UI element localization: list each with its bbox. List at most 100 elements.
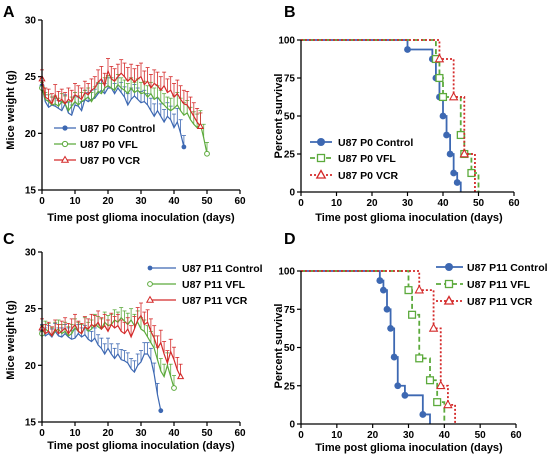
panel-c-letter: C bbox=[3, 231, 15, 248]
legend-item-c-vcr: U87 P11 VCR bbox=[145, 295, 248, 307]
panel-a-y-axis-title: Mice weight (g) bbox=[5, 70, 17, 150]
data-point bbox=[425, 376, 435, 385]
legend-marker bbox=[147, 281, 153, 287]
data-point bbox=[453, 179, 461, 186]
panel-b-x-tick-label: 0 bbox=[298, 198, 304, 209]
panel-b-ticks: 0 10 20 30 40 50 60 0 25 50 75 100 bbox=[278, 36, 520, 210]
panel-d-x-tick-label: 20 bbox=[367, 430, 379, 441]
panel-a-plot-area bbox=[38, 58, 210, 157]
data-point bbox=[438, 92, 448, 102]
data-point bbox=[196, 122, 205, 130]
panel-a-y-tick-label: 15 bbox=[25, 186, 37, 197]
panel-d-y-tick-label: 75 bbox=[284, 305, 296, 316]
data-point bbox=[376, 277, 384, 284]
legend-item-c-control: U87 P11 Control bbox=[147, 263, 263, 275]
data-point bbox=[414, 284, 425, 294]
series-line-u87-p0-vcr bbox=[41, 69, 201, 127]
legend-label: U87 P11 VCR bbox=[467, 296, 533, 308]
data-point bbox=[450, 169, 458, 177]
panel-c-x-tick-label: 60 bbox=[234, 428, 246, 439]
data-point bbox=[443, 131, 450, 139]
legend-marker bbox=[62, 125, 68, 131]
legend-marker bbox=[443, 295, 455, 305]
data-point bbox=[446, 150, 454, 158]
data-point bbox=[428, 322, 439, 332]
panel-b-y-tick-label: 0 bbox=[289, 188, 295, 199]
panel-a-x-tick-label: 10 bbox=[69, 196, 81, 207]
data-point bbox=[181, 144, 187, 150]
legend-marker bbox=[317, 138, 325, 146]
panel-c: C Mice weight (g) Time post glioma inocu… bbox=[3, 231, 263, 452]
panel-a-y-tick-label: 20 bbox=[25, 129, 37, 140]
legend-label: U87 P11 Control bbox=[182, 263, 263, 275]
panel-c-plot-area bbox=[38, 302, 185, 414]
panel-d-x-tick-label: 60 bbox=[510, 430, 522, 441]
series-line-u87-p11-control bbox=[301, 270, 431, 424]
panel-a-x-tick-label: 0 bbox=[39, 196, 45, 207]
legend-marker bbox=[60, 155, 70, 163]
panel-b-x-tick-label: 30 bbox=[402, 198, 414, 209]
legend-label: U87 P11 VFL bbox=[467, 279, 531, 291]
panel-a-x-tick-label: 60 bbox=[234, 196, 246, 207]
panel-d-ticks: 0 10 20 30 40 50 60 0 25 50 75 100 bbox=[278, 267, 522, 442]
panel-b-y-tick-label: 75 bbox=[284, 74, 296, 85]
panel-b-x-axis-title: Time post glioma inoculation (days) bbox=[315, 212, 503, 224]
panel-b: B Percent survival Time post glioma inoc… bbox=[273, 4, 520, 224]
legend-item-a-control: U87 P0 Control bbox=[54, 123, 155, 135]
panel-b-x-tick-label: 10 bbox=[331, 198, 343, 209]
series-u87-p0-vcr bbox=[301, 39, 476, 192]
panel-a-ticks: 0 10 20 30 40 50 60 15 20 25 30 bbox=[25, 16, 246, 208]
legend-marker bbox=[315, 169, 327, 179]
data-point bbox=[404, 286, 413, 295]
data-point bbox=[158, 408, 164, 414]
legend-marker bbox=[145, 295, 155, 303]
data-point bbox=[433, 398, 442, 407]
panel-d-y-tick-label: 100 bbox=[278, 267, 295, 278]
legend-item-d-vfl: U87 P11 VFL bbox=[436, 279, 531, 291]
panel-b-letter: B bbox=[284, 4, 296, 21]
panel-b-x-tick-label: 50 bbox=[473, 198, 485, 209]
legend-marker bbox=[61, 140, 69, 148]
data-point bbox=[448, 91, 459, 101]
data-point bbox=[435, 380, 446, 390]
panel-d-x-axis-title: Time post glioma inoculation (days) bbox=[315, 442, 503, 454]
legend-label: U87 P0 VCR bbox=[80, 155, 141, 167]
data-point bbox=[394, 382, 402, 390]
data-point bbox=[408, 310, 417, 319]
panel-c-y-tick-label: 30 bbox=[25, 248, 37, 259]
panel-d-plot-area bbox=[301, 270, 456, 424]
data-point bbox=[415, 354, 424, 363]
data-point bbox=[434, 53, 445, 63]
series-u87-p11-vcr bbox=[38, 302, 185, 380]
data-point bbox=[176, 372, 185, 380]
data-point bbox=[419, 411, 427, 418]
panel-d-x-tick-label: 40 bbox=[439, 430, 451, 441]
legend-item-a-vcr: U87 P0 VCR bbox=[54, 155, 141, 167]
series-u87-p11-vfl bbox=[301, 270, 446, 424]
panel-d: D Percent survival Time post glioma inoc… bbox=[273, 231, 548, 454]
panel-c-x-axis-title: Time post glioma inoculation (days) bbox=[47, 440, 235, 452]
legend-item-b-control: U87 P0 Control bbox=[310, 137, 413, 149]
legend-label: U87 P0 VFL bbox=[338, 153, 396, 165]
panel-a-x-axis-title: Time post glioma inoculation (days) bbox=[47, 212, 235, 224]
series-u87-p0-vcr bbox=[38, 58, 205, 130]
panel-c-legend: U87 P11 Control U87 P11 VFL U87 P11 VCR bbox=[145, 263, 263, 307]
data-point bbox=[171, 385, 177, 391]
panel-c-x-tick-label: 40 bbox=[168, 428, 180, 439]
panel-b-legend: U87 P0 Control U87 P0 VFL U87 P0 VCR bbox=[310, 137, 413, 182]
panel-c-y-tick-label: 20 bbox=[25, 361, 37, 372]
data-point bbox=[204, 150, 210, 157]
panel-a-legend: U87 P0 Control U87 P0 VFL U87 P0 VCR bbox=[54, 123, 155, 167]
series-u87-p11-control bbox=[301, 270, 431, 424]
data-point bbox=[439, 112, 447, 120]
data-point bbox=[387, 324, 394, 332]
panel-a-y-tick-label: 30 bbox=[25, 16, 37, 27]
panel-b-y-tick-label: 25 bbox=[284, 150, 296, 161]
panel-c-x-tick-label: 30 bbox=[135, 428, 147, 439]
legend-item-c-vfl: U87 P11 VFL bbox=[147, 279, 246, 291]
panel-d-y-tick-label: 25 bbox=[284, 381, 296, 392]
panel-a-y-tick-label: 25 bbox=[25, 72, 37, 83]
legend-label: U87 P0 VCR bbox=[338, 170, 399, 182]
panel-c-x-tick-label: 20 bbox=[102, 428, 114, 439]
